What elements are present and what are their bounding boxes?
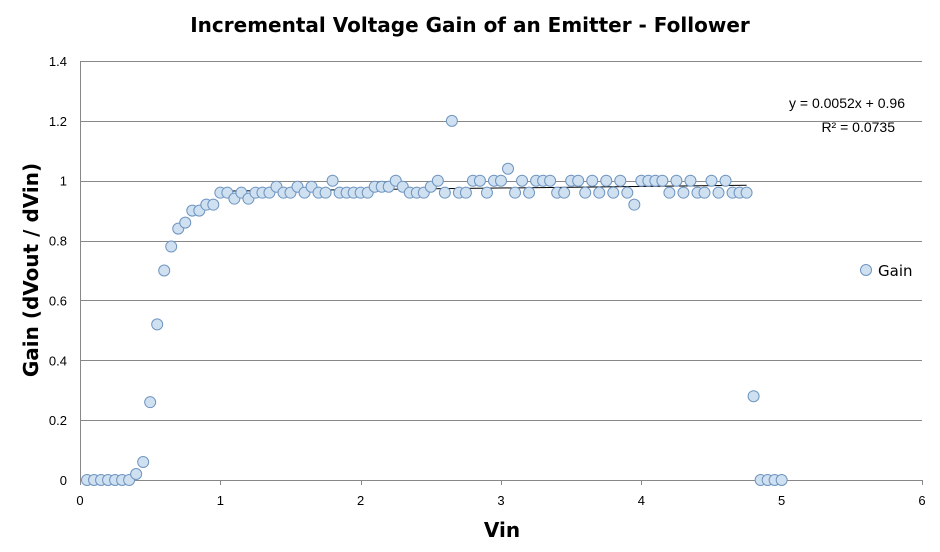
y-tick-label: 1.2 xyxy=(49,114,67,129)
data-point xyxy=(579,186,592,199)
y-tick-label: 1 xyxy=(60,174,67,189)
data-point xyxy=(572,174,585,187)
trendline-equation: y = 0.0052x + 0.96 xyxy=(789,95,905,111)
data-point xyxy=(502,162,515,175)
data-point xyxy=(130,468,143,481)
data-point xyxy=(319,186,332,199)
chart-title: Incremental Voltage Gain of an Emitter -… xyxy=(190,13,750,37)
data-point xyxy=(207,198,220,211)
data-point xyxy=(719,174,732,187)
data-point xyxy=(326,174,339,187)
x-tick-label: 6 xyxy=(918,493,925,508)
data-point xyxy=(705,174,718,187)
y-tick-label: 0.6 xyxy=(49,293,67,308)
legend-marker xyxy=(860,264,872,276)
data-point xyxy=(747,390,760,403)
data-point xyxy=(473,174,486,187)
data-point xyxy=(523,186,536,199)
data-point xyxy=(558,186,571,199)
x-tick-label: 0 xyxy=(76,493,83,508)
y-tick-label: 0.4 xyxy=(49,353,67,368)
data-point xyxy=(158,264,171,277)
data-point xyxy=(621,186,634,199)
data-point xyxy=(137,456,150,469)
data-point xyxy=(593,186,606,199)
legend: Gain xyxy=(860,262,913,280)
data-point xyxy=(438,186,451,199)
x-tick-label: 2 xyxy=(357,493,364,508)
data-point xyxy=(607,186,620,199)
data-point xyxy=(712,186,725,199)
legend-label: Gain xyxy=(878,262,913,280)
data-point xyxy=(179,216,192,229)
data-point xyxy=(600,174,613,187)
data-point xyxy=(740,186,753,199)
data-point xyxy=(431,174,444,187)
x-tick-labels: 0 1 2 3 4 5 6 xyxy=(76,480,926,508)
data-point xyxy=(495,174,507,187)
data-point xyxy=(663,186,676,199)
trendline-r2: R² = 0.0735 xyxy=(821,119,895,135)
y-axis-title: Gain (dVout / dVin) xyxy=(19,163,43,377)
data-point xyxy=(516,174,529,187)
data-point xyxy=(459,186,472,199)
data-point xyxy=(677,186,690,199)
data-point xyxy=(670,174,683,187)
data-point xyxy=(586,174,599,187)
y-tick-labels: 0 0.2 0.4 0.6 0.8 1 1.2 1.4 xyxy=(49,54,67,488)
data-point xyxy=(165,240,178,253)
data-point xyxy=(628,198,641,211)
x-tick-label: 3 xyxy=(497,493,504,508)
data-point xyxy=(144,396,157,409)
y-tick-label: 0 xyxy=(60,473,67,488)
x-tick-label: 1 xyxy=(217,493,224,508)
y-tick-label: 1.4 xyxy=(49,54,67,69)
data-point xyxy=(775,474,788,486)
y-tick-label: 0.8 xyxy=(49,234,67,249)
data-point xyxy=(614,174,627,187)
data-points xyxy=(81,114,788,486)
x-tick-label: 4 xyxy=(638,493,645,508)
x-tick-label: 5 xyxy=(778,493,785,508)
data-point xyxy=(544,174,557,187)
data-point xyxy=(656,174,669,187)
data-point xyxy=(151,318,164,331)
y-tick-label: 0.2 xyxy=(49,413,67,428)
x-axis-title: Vin xyxy=(484,518,520,542)
gridlines xyxy=(80,61,922,421)
data-point xyxy=(684,174,697,187)
data-point xyxy=(480,186,493,199)
data-point xyxy=(445,114,458,127)
data-point xyxy=(509,186,522,199)
data-point xyxy=(698,186,711,199)
